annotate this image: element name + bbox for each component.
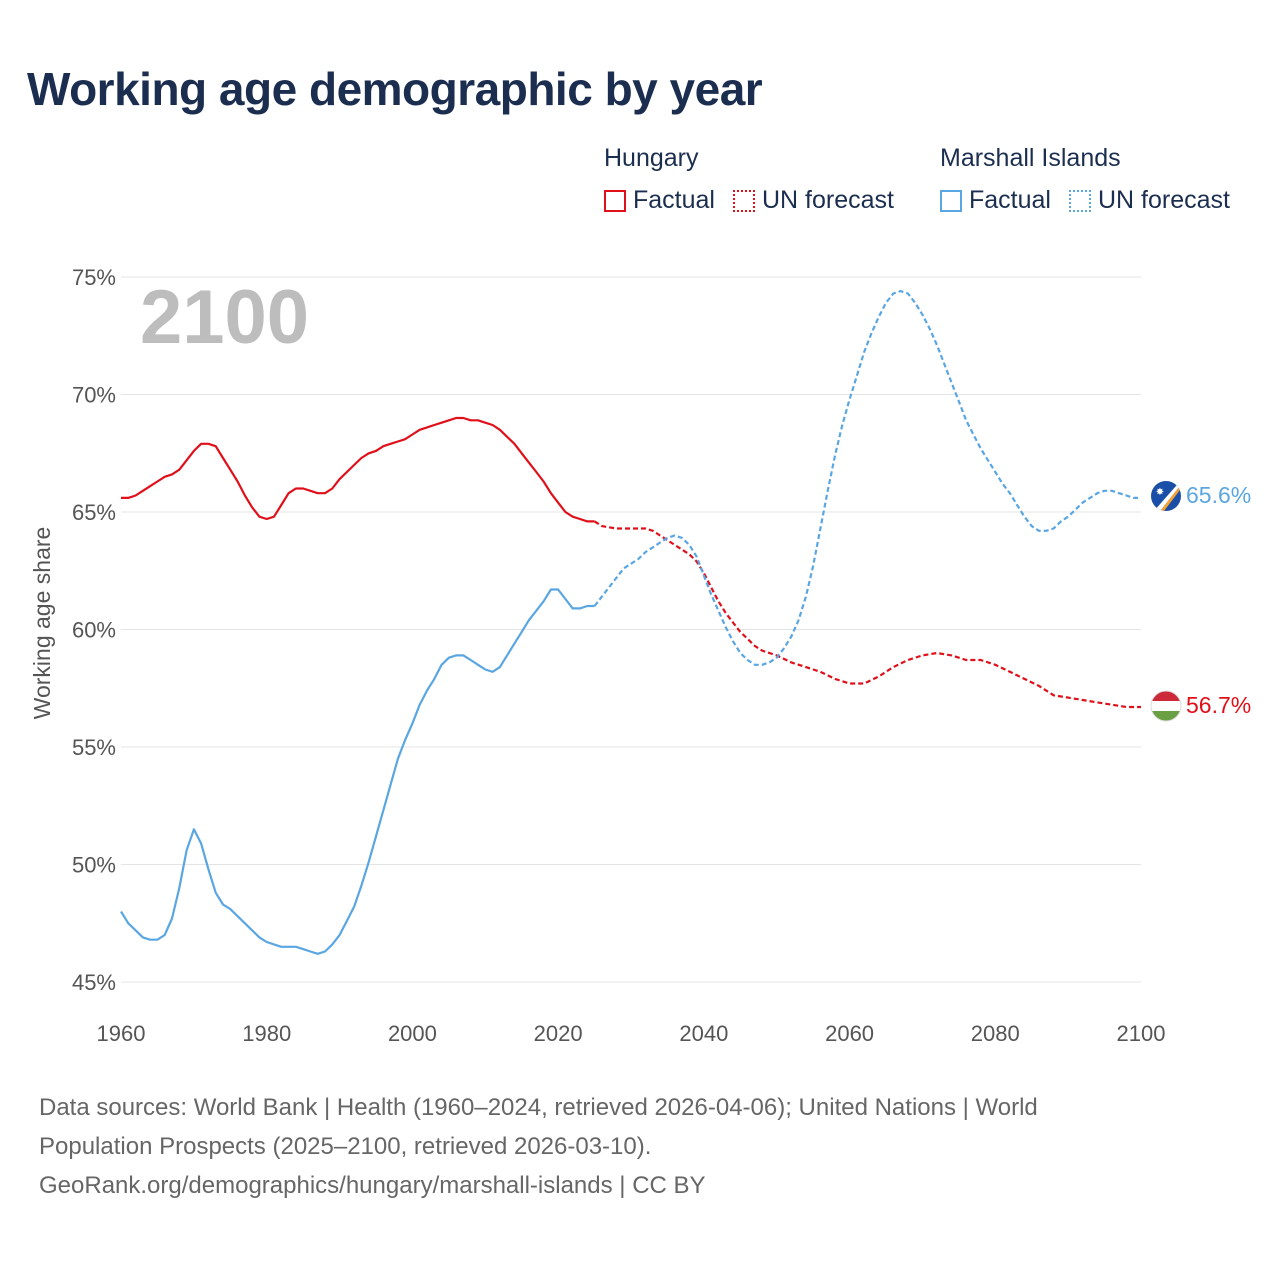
series-lines — [120, 290, 1141, 955]
legend-group-name: Hungary — [604, 144, 699, 172]
y-tick-label: 55% — [72, 735, 116, 760]
x-tick-label: 2100 — [1117, 1021, 1166, 1046]
legend-item-marshall-forecast[interactable]: UN forecast — [1068, 186, 1230, 215]
x-axis: 1960 1980 2000 2020 2040 2060 2080 2100 — [97, 1021, 1166, 1046]
end-label-marshall-islands: 65.6% — [1186, 482, 1251, 508]
legend-group-hungary: Hungary Factual UN forecast — [604, 144, 912, 215]
footer-line[interactable]: GeoRank.org/demographics/hungary/marshal… — [39, 1172, 706, 1199]
legend-swatch-solid — [604, 189, 626, 212]
legend-item-marshall-factual[interactable]: Factual — [940, 186, 1051, 215]
chart-title: Working age demographic by year — [27, 63, 763, 115]
legend-group-name: Marshall Islands — [940, 144, 1121, 172]
x-tick-label: 2040 — [679, 1021, 728, 1046]
series-line-hungary-forecast — [594, 520, 1141, 709]
x-tick-label: 2080 — [971, 1021, 1020, 1046]
legend-swatch-dotted — [732, 189, 755, 212]
marshall-islands-flag-icon: ✸ — [1151, 481, 1181, 511]
legend-label: UN forecast — [1097, 186, 1230, 214]
legend-group-marshall-islands: Marshall Islands Factual UN forecast — [940, 144, 1248, 215]
end-label-hungary: 56.7% — [1186, 692, 1251, 718]
series-line-hungary-factual — [121, 416, 595, 523]
x-tick-label: 2060 — [825, 1021, 874, 1046]
legend-item-hungary-factual[interactable]: Factual — [604, 186, 715, 215]
y-tick-label: 65% — [72, 500, 116, 525]
y-tick-label: 70% — [72, 383, 116, 408]
y-tick-label: 75% — [72, 265, 116, 290]
series-line-marshall-islands-factual — [120, 588, 595, 955]
y-axis: 45% 50% 55% 60% 65% 70% 75% — [72, 265, 116, 995]
line-chart: 45% 50% 55% 60% 65% 70% 75% 1960 1980 2000 2020 20… — [29, 265, 1251, 1046]
y-tick-label: 60% — [72, 618, 116, 643]
y-tick-label: 50% — [72, 853, 116, 878]
x-tick-label: 1980 — [242, 1021, 291, 1046]
year-watermark: 2100 — [140, 275, 309, 360]
footer-line: Population Prospects (2025–2100, retriev… — [39, 1133, 652, 1160]
legend-swatch-dotted — [1068, 189, 1091, 212]
source-footer: Data sources: World Bank | Health (1960–… — [39, 1088, 1239, 1205]
legend-item-hungary-forecast[interactable]: UN forecast — [732, 186, 894, 215]
legend-label: Factual — [633, 186, 715, 214]
series-line-marshall-islands-forecast — [593, 290, 1141, 666]
y-axis-title: Working age share — [29, 527, 55, 720]
grid — [121, 276, 1141, 983]
legend-label: UN forecast — [761, 186, 894, 214]
hungary-flag-icon — [1150, 690, 1182, 722]
legend-label: Factual — [969, 186, 1051, 214]
y-tick-label: 45% — [72, 970, 116, 995]
legend-swatch-solid — [940, 189, 962, 212]
x-tick-label: 2020 — [534, 1021, 583, 1046]
footer-line: Data sources: World Bank | Health (1960–… — [39, 1094, 1038, 1121]
svg-text:✸: ✸ — [1156, 487, 1164, 498]
x-tick-label: 1960 — [97, 1021, 146, 1046]
x-tick-label: 2000 — [388, 1021, 437, 1046]
